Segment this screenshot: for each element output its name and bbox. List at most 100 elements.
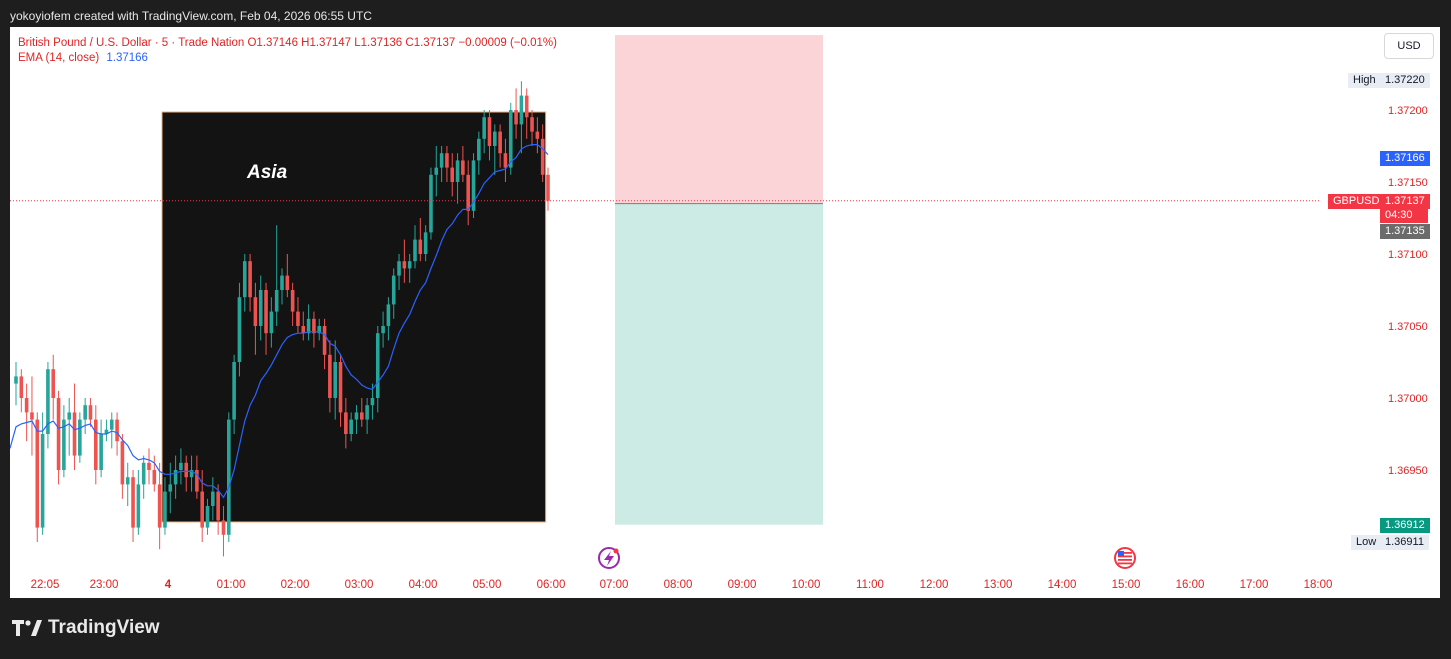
legend-ema-value: 1.37166: [106, 52, 148, 64]
candle-body: [147, 462, 151, 470]
x-tick-label: 02:00: [281, 579, 310, 591]
candle: [179, 448, 183, 485]
legend-ema-line: EMA (14, close) 1.37166: [18, 51, 557, 66]
currency-button[interactable]: USD: [1384, 33, 1434, 59]
candle: [280, 268, 284, 305]
chart-canvas[interactable]: Asia 1.37200 1.37150 1.37100 1.37050 1.37000…: [10, 27, 1440, 598]
candle: [157, 462, 162, 550]
candle-body: [205, 506, 210, 528]
candle-body: [30, 412, 34, 420]
candle-body: [258, 290, 263, 326]
candle: [248, 254, 252, 312]
candle-body: [232, 362, 236, 420]
candle: [477, 131, 481, 175]
candle: [115, 412, 119, 456]
candle-body: [35, 419, 40, 528]
tradingview-logo[interactable]: TradingView: [12, 617, 160, 639]
candle: [285, 254, 290, 298]
candle-body: [365, 405, 369, 420]
x-tick-label: 09:00: [728, 579, 757, 591]
candle-body: [429, 174, 433, 233]
candle-body: [370, 398, 375, 406]
candle-body: [445, 153, 449, 168]
candle: [429, 167, 433, 240]
candle-body: [195, 470, 199, 492]
candle: [99, 419, 103, 478]
candle-body: [461, 160, 465, 175]
candle: [493, 124, 497, 175]
legend-ema-label: EMA (14, close): [18, 52, 100, 64]
candle-body: [381, 326, 385, 334]
candle: [78, 412, 82, 463]
candle-body: [296, 311, 300, 326]
candle: [407, 254, 412, 283]
candle-body: [535, 131, 540, 139]
candle: [173, 455, 178, 499]
candle: [14, 362, 18, 406]
candle: [120, 434, 125, 499]
candle: [136, 470, 141, 535]
candle-body: [519, 95, 524, 125]
candle: [514, 88, 518, 139]
candle: [232, 354, 236, 434]
x-tick-label: 22:05: [31, 579, 60, 591]
candle: [333, 340, 337, 420]
candle: [540, 124, 545, 182]
candle-body: [386, 304, 391, 326]
candle-body: [508, 110, 513, 168]
candle-body: [88, 405, 93, 420]
chart-panel[interactable]: Asia 1.37200 1.37150 1.37100 1.37050 1.37000…: [10, 27, 1440, 598]
candle-body: [104, 429, 109, 434]
stop-loss-zone: [615, 35, 823, 204]
candle: [338, 354, 343, 427]
candle: [301, 311, 306, 341]
y-tick-label: 1.37150: [1388, 177, 1428, 189]
candle: [72, 383, 77, 470]
candle-body: [455, 160, 460, 182]
x-tick-label: 07:00: [600, 579, 629, 591]
x-tick-label: 08:00: [664, 579, 693, 591]
candle: [269, 297, 274, 348]
candle: [546, 167, 550, 211]
candle-body: [211, 491, 215, 506]
candle-body: [546, 174, 550, 201]
last-price-tag: 1.37137: [1380, 194, 1430, 209]
y-tick-label: 1.37200: [1388, 105, 1428, 117]
candle: [40, 412, 45, 535]
candle-body: [391, 275, 396, 305]
candle: [354, 405, 359, 434]
candle-body: [413, 239, 417, 262]
candle-body: [179, 462, 183, 470]
candle-body: [482, 117, 486, 139]
candle-body: [221, 520, 226, 535]
candle: [306, 304, 311, 341]
candle-body: [338, 362, 343, 413]
candle-body: [306, 318, 311, 334]
chart-legend: British Pound / U.S. Dollar · 5 · Trade …: [18, 36, 557, 66]
candle: [88, 398, 93, 427]
candle: [46, 362, 50, 449]
candle-body: [434, 167, 439, 175]
candle: [125, 462, 130, 506]
candle-body: [78, 419, 82, 456]
candle: [360, 398, 364, 427]
candle-body: [227, 419, 231, 535]
candle-body: [136, 484, 141, 528]
candle-body: [62, 419, 66, 470]
candle: [62, 405, 66, 478]
candle-body: [51, 369, 56, 398]
candle-body: [354, 412, 359, 420]
candle-body: [423, 232, 428, 254]
candle: [19, 369, 24, 413]
candle-body: [189, 470, 194, 478]
candle-body: [540, 138, 545, 175]
candle-body: [216, 491, 220, 521]
x-tick-label: 13:00: [984, 579, 1013, 591]
candle: [524, 88, 529, 139]
candle-body: [152, 470, 157, 485]
candle-body: [301, 326, 306, 334]
candle: [349, 412, 353, 442]
candle: [147, 448, 151, 485]
candle: [83, 398, 87, 434]
high-value: 1.37220: [1380, 73, 1430, 88]
